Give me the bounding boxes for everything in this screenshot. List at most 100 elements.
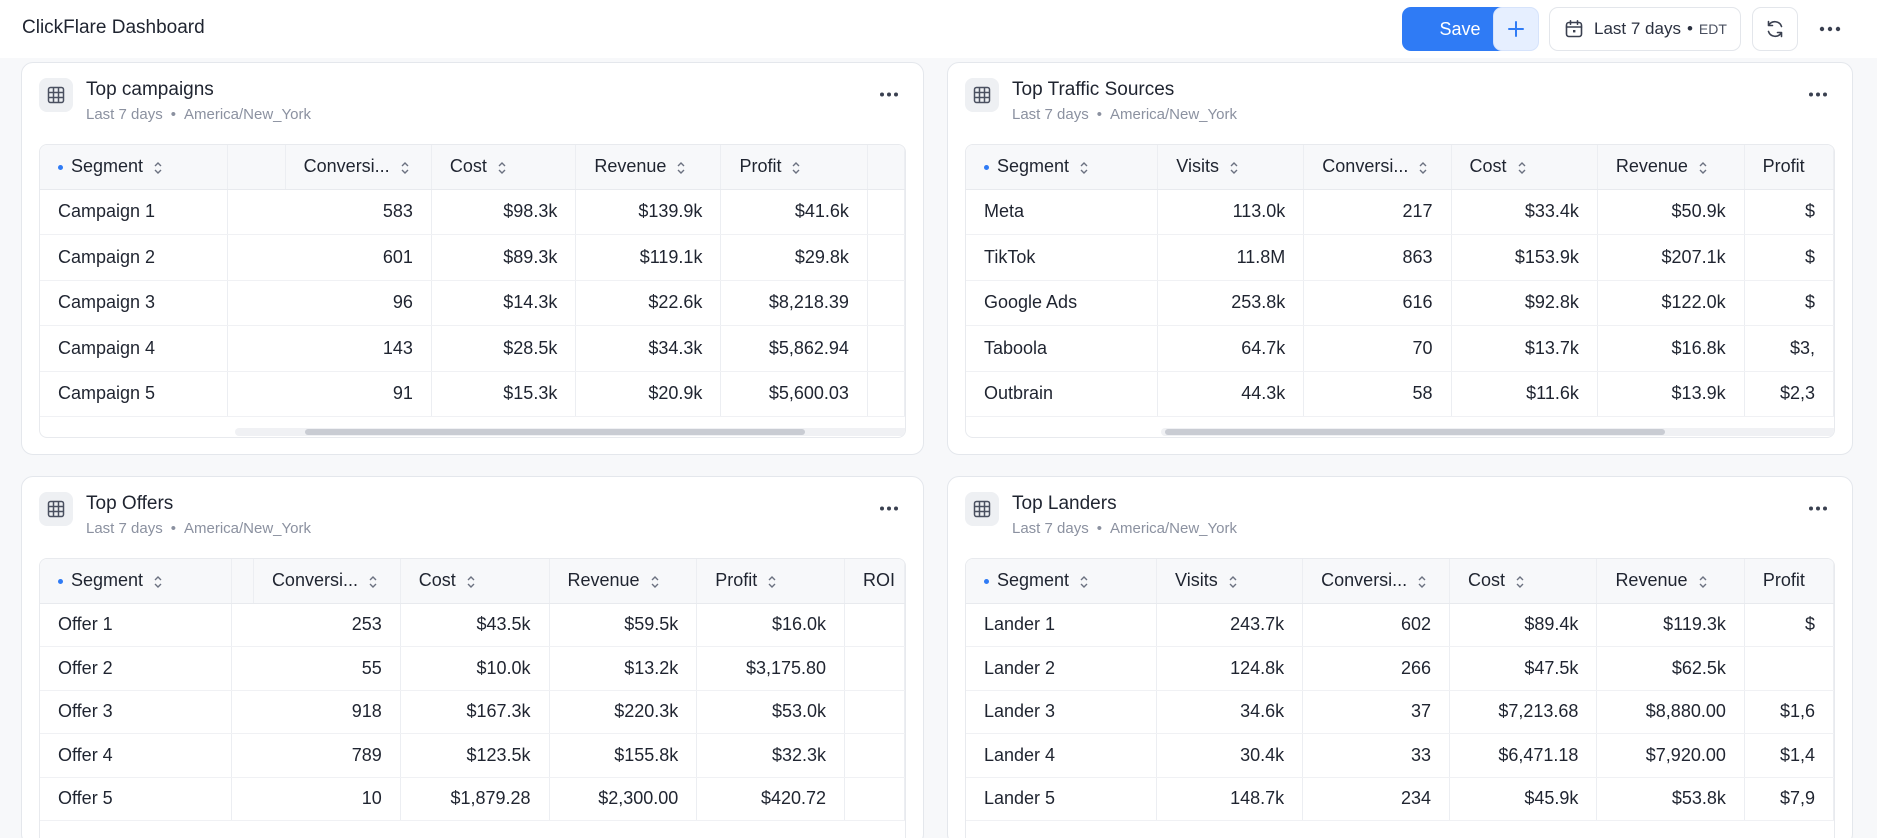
date-range-picker[interactable]: Last 7 days • EDT xyxy=(1549,7,1741,51)
panel-subtitle-separator: • xyxy=(170,520,176,537)
top-bar: ClickFlare Dashboard Save Last 7 days • … xyxy=(0,0,1877,58)
cell-visits: 30.4k xyxy=(1156,733,1304,778)
column-header-conversions[interactable]: Conversi... xyxy=(1302,559,1451,604)
sort-icon xyxy=(369,575,377,588)
cell-cost: $153.9k xyxy=(1451,234,1598,281)
table-grid-icon xyxy=(39,78,73,112)
table-row[interactable]: Campaign 1 583 $98.3k $139.9k $41.6k xyxy=(40,189,905,235)
cell-cost: $14.3k xyxy=(431,280,577,326)
column-header-segment[interactable]: Segment xyxy=(966,559,1158,604)
table-row[interactable]: Lander 3 34.6k 37 $7,213.68 $8,880.00 $1,6 xyxy=(966,690,1834,734)
panel-subtitle-separator: • xyxy=(1096,520,1102,537)
cell-profit: $32.3k xyxy=(696,733,846,778)
scrollbar-thumb[interactable] xyxy=(1165,429,1665,435)
panel-period: Last 7 days xyxy=(86,520,163,537)
sort-icon xyxy=(1230,161,1238,174)
column-header-revenue[interactable]: Revenue xyxy=(1597,145,1745,190)
table-row[interactable]: Lander 4 30.4k 33 $6,471.18 $7,920.00 $1,4 xyxy=(966,733,1834,778)
column-header-blank xyxy=(227,145,286,190)
cell-segment: Lander 1 xyxy=(966,603,1158,647)
cell-segment: Offer 5 xyxy=(40,777,232,821)
cell-revenue: $7,920.00 xyxy=(1596,733,1745,778)
column-header-profit[interactable]: Profit xyxy=(1744,145,1834,190)
cell-revenue: $207.1k xyxy=(1597,234,1745,281)
table-row[interactable]: Lander 1 243.7k 602 $89.4k $119.3k $ xyxy=(966,603,1834,647)
sort-icon xyxy=(401,161,409,174)
table-row[interactable]: Offer 5 10 $1,879.28 $2,300.00 $420.72 xyxy=(40,777,905,821)
table-row[interactable]: Offer 3 918 $167.3k $220.3k $53.0k xyxy=(40,690,905,734)
panel-top-campaigns: Top campaigns Last 7 days • America/New_Yo… xyxy=(21,62,924,455)
column-header-profit[interactable]: Profit xyxy=(696,559,846,604)
refresh-button[interactable] xyxy=(1752,7,1798,51)
cell-conversions: 96 xyxy=(227,280,432,326)
column-header-cost[interactable]: Cost xyxy=(431,145,577,190)
column-header-profit[interactable]: Profit xyxy=(720,145,868,190)
table-row[interactable]: Offer 4 789 $123.5k $155.8k $32.3k xyxy=(40,733,905,778)
panel-more-button[interactable] xyxy=(873,81,905,107)
sort-icon xyxy=(1516,575,1524,588)
panel-more-button[interactable] xyxy=(1802,81,1834,107)
column-header-segment[interactable]: Segment xyxy=(40,559,232,604)
table-row[interactable]: Campaign 2 601 $89.3k $119.1k $29.8k xyxy=(40,234,905,281)
cell-roi xyxy=(844,690,905,734)
more-options-button[interactable] xyxy=(1810,7,1850,51)
table-row[interactable]: Taboola 64.7k 70 $13.7k $16.8k $3, xyxy=(966,325,1834,372)
panel-subtitle-separator: • xyxy=(1096,106,1102,123)
cell-conversions: 601 xyxy=(227,234,432,281)
cell-conversions: 91 xyxy=(227,371,432,417)
panel-timezone: America/New_York xyxy=(183,106,311,123)
more-horizontal-icon xyxy=(1809,506,1827,510)
panel-more-button[interactable] xyxy=(873,495,905,521)
column-header-segment[interactable]: Segment xyxy=(40,145,228,190)
column-header-revenue[interactable]: Revenue xyxy=(575,145,722,190)
sort-icon xyxy=(1419,161,1427,174)
table-row[interactable]: Lander 2 124.8k 266 $47.5k $62.5k xyxy=(966,646,1834,691)
add-widget-button[interactable] xyxy=(1493,7,1539,51)
panel-timezone: America/New_York xyxy=(1109,520,1237,537)
column-header-cost[interactable]: Cost xyxy=(1449,559,1598,604)
column-header-visits[interactable]: Visits xyxy=(1156,559,1304,604)
table-row[interactable]: Google Ads 253.8k 616 $92.8k $122.0k $ xyxy=(966,280,1834,326)
column-header-profit[interactable]: Profit xyxy=(1744,559,1834,604)
table-row[interactable]: Meta 113.0k 217 $33.4k $50.9k $ xyxy=(966,189,1834,235)
table-row[interactable]: Offer 1 253 $43.5k $59.5k $16.0k xyxy=(40,603,905,647)
column-header-conversions[interactable]: Conversi... xyxy=(253,559,401,604)
cell-profit: $3, xyxy=(1744,325,1834,372)
cell-segment: Campaign 4 xyxy=(40,325,228,372)
column-header-cost[interactable]: Cost xyxy=(1451,145,1598,190)
cell-conversions: 55 xyxy=(231,646,401,691)
cell-visits: 44.3k xyxy=(1157,371,1305,417)
column-header-revenue[interactable]: Revenue xyxy=(1596,559,1745,604)
column-header-visits[interactable]: Visits xyxy=(1157,145,1305,190)
table-row[interactable]: Outbrain 44.3k 58 $11.6k $13.9k $2,3 xyxy=(966,371,1834,417)
table-row[interactable]: TikTok 11.8M 863 $153.9k $207.1k $ xyxy=(966,234,1834,281)
column-header-roi[interactable]: ROI xyxy=(844,559,905,604)
column-header-revenue[interactable]: Revenue xyxy=(549,559,698,604)
column-header-segment[interactable]: Segment xyxy=(966,145,1159,190)
cell-segment: Google Ads xyxy=(966,280,1159,326)
plus-icon xyxy=(1508,21,1524,37)
cell-overflow xyxy=(867,189,905,235)
sort-icon xyxy=(1699,161,1707,174)
cell-cost: $15.3k xyxy=(431,371,577,417)
scrollbar-thumb[interactable] xyxy=(305,429,805,435)
cell-conversions: 234 xyxy=(1302,777,1451,821)
table-header-row: Segment Conversi... Cost Revenue Profit … xyxy=(40,559,905,604)
cell-revenue: $16.8k xyxy=(1597,325,1745,372)
table-row[interactable]: Campaign 4 143 $28.5k $34.3k $5,862.94 xyxy=(40,325,905,372)
horizontal-scrollbar[interactable] xyxy=(1161,428,1834,436)
column-header-conversions[interactable]: Conversi... xyxy=(285,145,432,190)
cell-visits: 243.7k xyxy=(1156,603,1304,647)
date-range-timezone: EDT xyxy=(1698,21,1727,37)
table-row[interactable]: Campaign 3 96 $14.3k $22.6k $8,218.39 xyxy=(40,280,905,326)
table-row[interactable]: Offer 2 55 $10.0k $13.2k $3,175.80 xyxy=(40,646,905,691)
panel-more-button[interactable] xyxy=(1802,495,1834,521)
column-header-cost[interactable]: Cost xyxy=(400,559,550,604)
cell-visits: 253.8k xyxy=(1157,280,1305,326)
more-horizontal-icon xyxy=(880,506,898,510)
table-row[interactable]: Lander 5 148.7k 234 $45.9k $53.8k $7,9 xyxy=(966,777,1834,821)
horizontal-scrollbar[interactable] xyxy=(235,428,905,436)
table-row[interactable]: Campaign 5 91 $15.3k $20.9k $5,600.03 xyxy=(40,371,905,417)
column-header-conversions[interactable]: Conversi... xyxy=(1303,145,1452,190)
cell-visits: 34.6k xyxy=(1156,690,1304,734)
